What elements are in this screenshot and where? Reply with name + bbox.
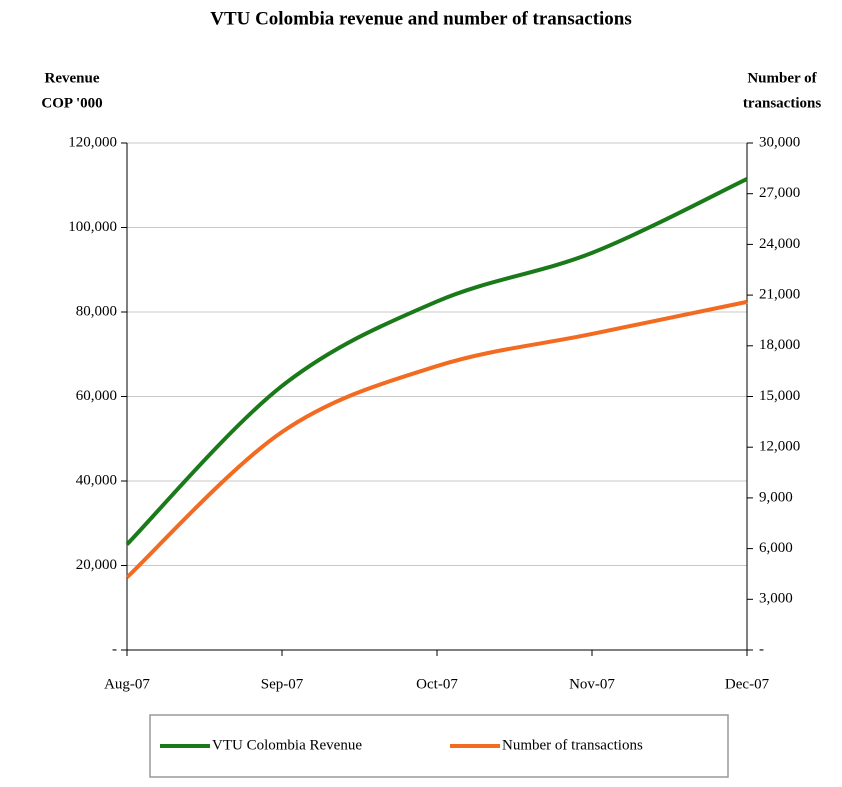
y2-axis-label: Number of [747,70,817,86]
legend-box [149,714,729,778]
legend-label: Number of transactions [502,737,643,753]
y2-tick-label: 12,000 [759,439,800,455]
y-tick-label: 80,000 [76,303,117,319]
x-tick-label: Dec-07 [725,676,770,692]
x-tick-label: Oct-07 [416,676,458,692]
y2-tick-label: 24,000 [759,236,800,252]
y2-tick-label: 27,000 [759,185,800,201]
y-axis-label: Revenue [45,70,100,86]
y-tick-label: 20,000 [76,557,117,573]
y-tick-label: 40,000 [76,472,117,488]
series-line [125,299,748,579]
y2-tick-label: - [759,641,764,657]
x-tick-label: Aug-07 [104,676,150,692]
y2-tick-label: 18,000 [759,337,800,353]
y2-tick-label: 21,000 [759,287,800,303]
y-axis-label: COP '000 [41,95,102,111]
y2-tick-label: 3,000 [759,591,793,607]
y2-tick-label: 9,000 [759,489,793,505]
y-tick-label: - [112,641,117,657]
legend-label: VTU Colombia Revenue [212,737,362,753]
x-tick-label: Nov-07 [569,676,615,692]
y2-tick-label: 30,000 [759,134,800,150]
chart-title: VTU Colombia revenue and number of trans… [210,8,632,29]
y-tick-label: 100,000 [68,219,117,235]
series-line [125,177,748,546]
x-tick-label: Sep-07 [261,676,304,692]
y2-tick-label: 15,000 [759,388,800,404]
y-tick-label: 60,000 [76,388,117,404]
y2-tick-label: 6,000 [759,540,793,556]
y2-axis-label: transactions [743,95,821,111]
y-tick-label: 120,000 [68,134,117,150]
